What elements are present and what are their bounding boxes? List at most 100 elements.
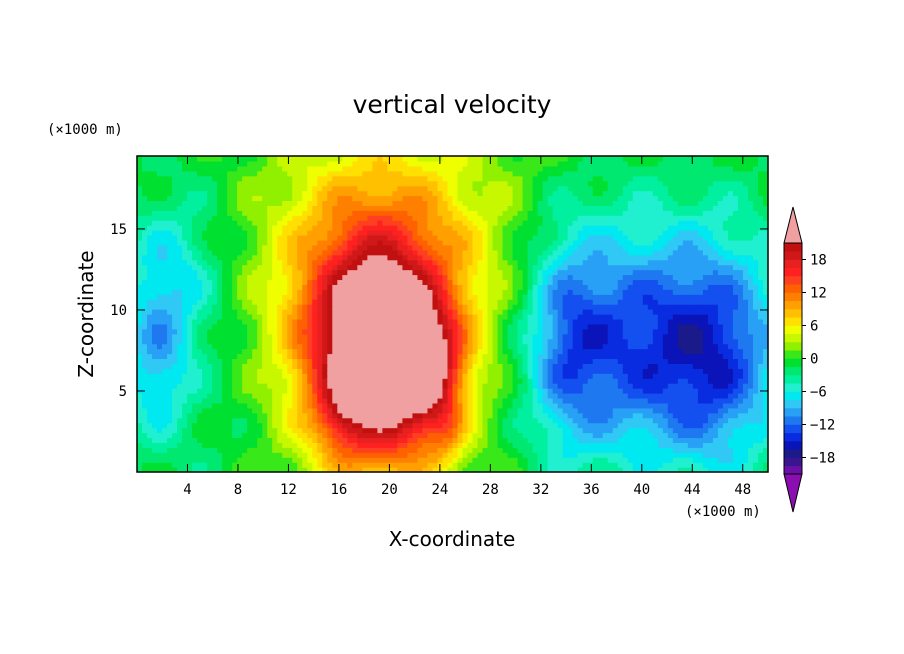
field-cell: [467, 437, 474, 443]
field-cell: [337, 264, 343, 271]
field-cell: [377, 304, 383, 310]
field-cell: [207, 417, 213, 424]
field-cell: [202, 427, 208, 434]
field-cell: [242, 318, 248, 325]
field-cell: [467, 170, 474, 177]
field-cell: [452, 432, 459, 439]
field-cell: [177, 230, 183, 236]
field-cell: [282, 304, 288, 310]
field-cell: [227, 175, 233, 182]
field-cell: [507, 447, 514, 453]
field-cell: [172, 363, 178, 369]
field-cell: [217, 427, 223, 434]
field-cell: [277, 462, 283, 468]
field-cell: [212, 462, 218, 468]
field-cell: [242, 210, 248, 216]
field-cell: [317, 338, 323, 345]
field-cell: [302, 160, 308, 167]
field-cell: [277, 412, 283, 419]
field-cell: [407, 358, 414, 364]
field-cell: [252, 180, 258, 187]
field-cell: [152, 412, 158, 419]
field-cell: [247, 422, 253, 429]
field-cell: [482, 269, 489, 276]
field-cell: [392, 156, 399, 162]
field-cell: [237, 220, 243, 226]
field-cell: [177, 343, 183, 350]
field-cell: [337, 338, 343, 345]
field-cell: [267, 299, 273, 305]
field-cell: [467, 160, 474, 167]
field-cell: [497, 333, 504, 340]
field-cell: [452, 185, 459, 192]
field-cell: [387, 249, 394, 256]
field-cell: [492, 269, 499, 276]
field-cell: [492, 225, 499, 231]
field-cell: [462, 323, 469, 330]
field-cell: [487, 225, 494, 231]
field-cell: [247, 160, 253, 167]
field-cell: [372, 314, 378, 320]
field-cell: [452, 388, 459, 394]
field-cell: [382, 170, 388, 177]
field-cell: [497, 230, 504, 236]
field-cell: [427, 363, 434, 369]
field-cell: [267, 452, 273, 458]
field-cell: [322, 432, 328, 439]
field-cell: [192, 264, 198, 271]
field-cell: [212, 318, 218, 325]
field-cell: [467, 185, 474, 192]
field-cell: [247, 393, 253, 399]
field-cell: [202, 368, 208, 374]
field-cell: [142, 383, 148, 389]
field-cell: [297, 309, 303, 315]
field-cell: [307, 309, 313, 315]
field-cell: [492, 314, 499, 320]
field-cell: [447, 422, 454, 429]
field-cell: [512, 462, 519, 468]
field-cell: [472, 358, 479, 364]
field-cell: [372, 185, 378, 192]
field-cell: [257, 333, 263, 340]
field-cell: [482, 205, 489, 211]
field-cell: [467, 309, 474, 315]
field-cell: [197, 215, 203, 221]
field-cell: [397, 200, 404, 206]
field-cell: [407, 170, 414, 177]
field-cell: [497, 215, 504, 221]
field-cell: [397, 254, 404, 261]
field-cell: [402, 358, 409, 364]
field-cell: [467, 175, 474, 182]
field-cell: [302, 210, 308, 216]
field-cell: [137, 235, 143, 241]
field-cell: [362, 383, 368, 389]
field-cell: [227, 358, 233, 364]
field-cell: [137, 274, 143, 281]
field-cell: [427, 264, 434, 271]
field-cell: [387, 185, 394, 192]
field-cell: [142, 442, 148, 448]
field-cell: [472, 200, 479, 206]
field-cell: [417, 402, 424, 409]
field-cell: [267, 348, 273, 355]
field-cell: [392, 397, 399, 404]
field-cell: [347, 220, 353, 226]
field-cell: [292, 328, 298, 335]
field-cell: [197, 353, 203, 360]
field-cell: [137, 353, 143, 360]
field-cell: [427, 427, 434, 434]
field-cell: [207, 299, 213, 305]
field-cell: [447, 215, 454, 221]
field-cell: [462, 397, 469, 404]
field-cell: [337, 388, 343, 394]
field-cell: [477, 422, 484, 429]
field-cell: [197, 437, 203, 443]
field-cell: [267, 230, 273, 236]
field-cell: [342, 304, 348, 310]
field-cell: [452, 314, 459, 320]
field-cell: [322, 299, 328, 305]
field-cell: [387, 412, 394, 419]
field-cell: [217, 254, 223, 261]
field-cell: [322, 328, 328, 335]
field-cell: [307, 338, 313, 345]
